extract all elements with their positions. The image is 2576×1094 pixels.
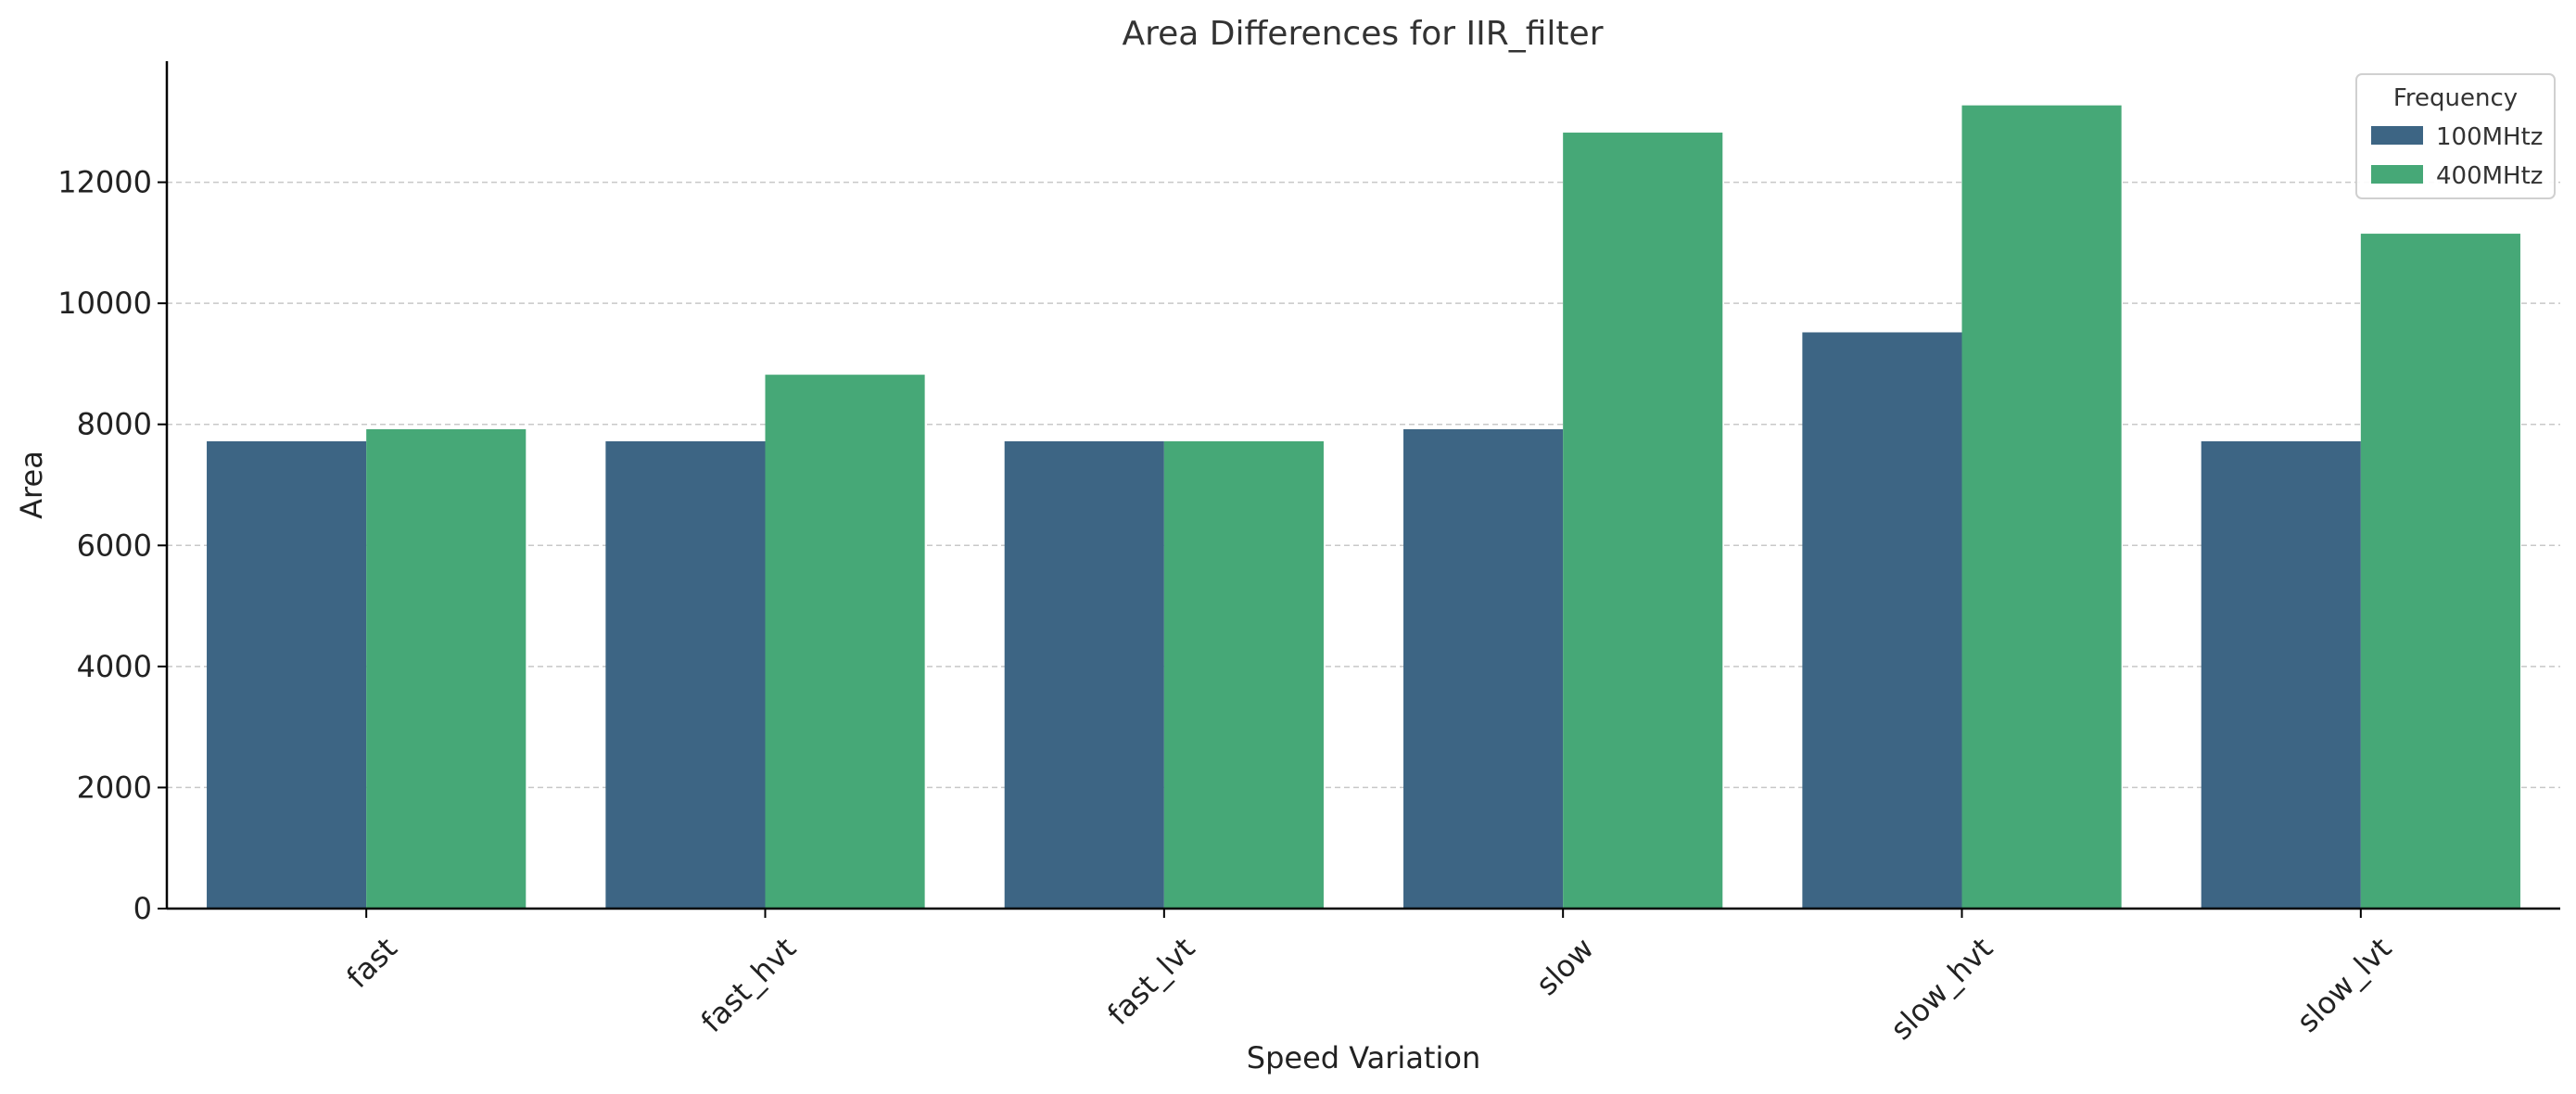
y-axis-ticks: 0 2000 4000 6000 8000 10000 12000 bbox=[57, 165, 167, 926]
x-tick-label: slow_lvt bbox=[2290, 931, 2398, 1039]
y-tick-label: 6000 bbox=[77, 528, 152, 563]
x-axis-label: Speed Variation bbox=[1247, 1040, 1480, 1075]
bar-slow-100MHtz bbox=[1403, 428, 1564, 909]
bar-fast_lvt-100MHtz bbox=[1004, 440, 1164, 909]
bar-fast_hvt-100MHtz bbox=[605, 440, 766, 909]
x-tick-label: slow bbox=[1529, 931, 1600, 1002]
x-axis-ticks: fast fast_hvt fast_lvt slow slow_hvt slow_lvt bbox=[339, 909, 2398, 1047]
legend-label: 100MHtz bbox=[2436, 123, 2543, 151]
legend-swatch bbox=[2371, 126, 2423, 145]
chart-title: Area Differences for IIR_filter bbox=[1122, 15, 1603, 53]
bar-slow-400MHtz bbox=[1563, 133, 1723, 910]
y-tick-label: 12000 bbox=[57, 165, 152, 200]
y-axis-label: Area bbox=[14, 451, 49, 519]
bar-fast_lvt-400MHtz bbox=[1163, 440, 1324, 909]
gridlines bbox=[167, 181, 2560, 789]
y-tick-label: 8000 bbox=[77, 407, 152, 442]
bar-slow_hvt-100MHtz bbox=[1802, 332, 1962, 910]
x-tick-label: fast_lvt bbox=[1100, 931, 1201, 1032]
y-tick-label: 4000 bbox=[77, 649, 152, 684]
bar-fast-100MHtz bbox=[207, 440, 367, 909]
y-tick-label: 10000 bbox=[57, 286, 152, 321]
bar-slow_hvt-400MHtz bbox=[1961, 105, 2122, 909]
legend-label: 400MHtz bbox=[2436, 162, 2543, 190]
bar-slow_lvt-100MHtz bbox=[2201, 440, 2361, 909]
x-tick-label: fast_hvt bbox=[694, 931, 803, 1039]
bar-fast-400MHtz bbox=[366, 428, 527, 909]
bars bbox=[207, 105, 2520, 910]
legend-title: Frequency bbox=[2393, 84, 2518, 112]
legend-swatch bbox=[2371, 165, 2423, 184]
legend: Frequency 100MHtz 400MHtz bbox=[2355, 73, 2556, 199]
y-tick-label: 0 bbox=[133, 891, 152, 926]
x-tick-label: slow_hvt bbox=[1884, 931, 1999, 1047]
x-tick-label: fast bbox=[339, 931, 403, 995]
bar-fast_hvt-400MHtz bbox=[765, 375, 925, 909]
bar-slow_lvt-400MHtz bbox=[2360, 234, 2520, 910]
y-tick-label: 2000 bbox=[77, 770, 152, 805]
